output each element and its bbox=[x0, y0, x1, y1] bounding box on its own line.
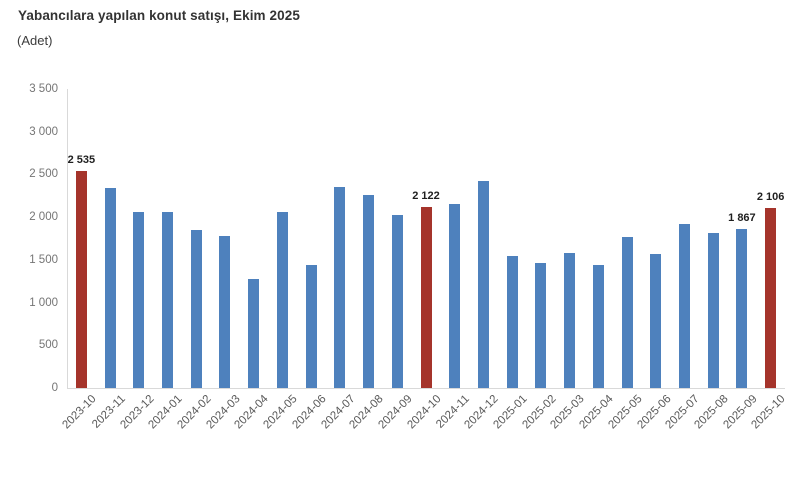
chart-unit-label: (Adet) bbox=[17, 33, 53, 48]
y-tick-label-2500: 2 500 bbox=[29, 168, 58, 181]
y-tick-label-2000: 2 000 bbox=[29, 211, 58, 224]
y-tick-label-1000: 1 000 bbox=[29, 296, 58, 309]
bar-2025-06 bbox=[650, 253, 662, 388]
y-tick-label-3500: 3 500 bbox=[29, 83, 58, 95]
y-tick-label-3000: 3 000 bbox=[29, 125, 58, 138]
bar-2024-02 bbox=[190, 229, 202, 388]
bar-2024-01 bbox=[162, 211, 174, 388]
y-tick-label-500: 500 bbox=[38, 339, 58, 352]
chart-title: Yabancılara yapılan konut satışı, Ekim 2… bbox=[18, 8, 300, 23]
bar-2023-12 bbox=[133, 211, 145, 388]
bar-2024-05 bbox=[276, 211, 288, 388]
bar-2025-07 bbox=[678, 223, 690, 388]
bar-2024-09 bbox=[391, 215, 403, 388]
bar-2024-03 bbox=[219, 235, 231, 388]
data-label-2025-10: 2 106 bbox=[756, 191, 785, 204]
data-label-2025-09: 1 867 bbox=[728, 211, 756, 224]
bar-2025-03 bbox=[564, 253, 576, 388]
bar-2024-08 bbox=[363, 194, 375, 388]
bar-2023-11 bbox=[104, 188, 116, 388]
y-tick-label-1500: 1 500 bbox=[29, 253, 58, 266]
bar-2025-08 bbox=[707, 232, 719, 388]
bar-2025-05 bbox=[621, 236, 633, 388]
data-label-2024-10: 2 122 bbox=[412, 189, 440, 202]
bar-2024-11 bbox=[449, 203, 461, 388]
y-tick-label-0: 0 bbox=[51, 382, 58, 394]
data-label-2023-10: 2 535 bbox=[67, 154, 96, 167]
bar-2024-04 bbox=[248, 278, 260, 388]
y-axis-line bbox=[67, 89, 68, 389]
bar-2025-01 bbox=[506, 255, 518, 388]
bar-2024-06 bbox=[305, 264, 317, 388]
bar-2025-10 bbox=[765, 208, 777, 388]
bar-2025-09 bbox=[736, 228, 748, 388]
x-axis-line bbox=[67, 388, 785, 389]
bar-2024-07 bbox=[334, 187, 346, 388]
bar-2025-04 bbox=[592, 264, 604, 388]
bar-2024-10 bbox=[420, 206, 432, 388]
bar-2025-02 bbox=[535, 263, 547, 388]
bar-2024-12 bbox=[477, 181, 489, 388]
bar-2023-10 bbox=[75, 171, 87, 388]
